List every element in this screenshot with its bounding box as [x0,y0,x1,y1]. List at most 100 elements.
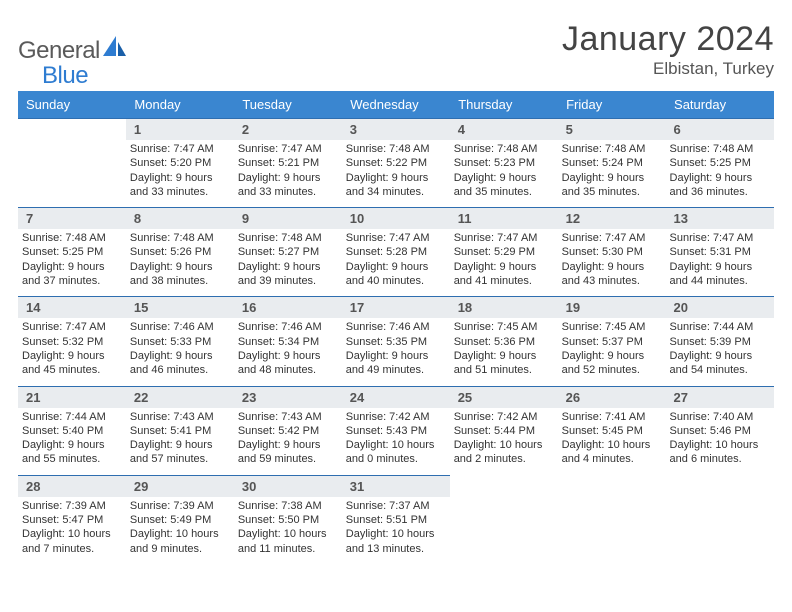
day-cell-info: Sunrise: 7:48 AMSunset: 5:24 PMDaylight:… [558,140,666,203]
sunset-text: Sunset: 5:43 PM [346,424,446,438]
day-cell-number: 3 [342,118,450,140]
daylight-text-2: and 9 minutes. [130,542,230,556]
dow-header: Friday [558,91,666,118]
day-number: 4 [450,118,558,140]
sunrise-text: Sunrise: 7:46 AM [238,320,338,334]
week-info-row: Sunrise: 7:47 AMSunset: 5:20 PMDaylight:… [18,140,774,203]
daylight-text-2: and 4 minutes. [562,452,662,466]
daylight-text-1: Daylight: 9 hours [22,349,122,363]
day-cell-number: 21 [18,386,126,408]
daylight-text-1: Daylight: 9 hours [130,349,230,363]
day-cell-info: Sunrise: 7:39 AMSunset: 5:47 PMDaylight:… [18,497,126,560]
sunset-text: Sunset: 5:29 PM [454,245,554,259]
day-cell-number [558,475,666,497]
day-info: Sunrise: 7:47 AMSunset: 5:32 PMDaylight:… [18,318,126,381]
day-number: 11 [450,207,558,229]
daylight-text-2: and 40 minutes. [346,274,446,288]
daylight-text-1: Daylight: 10 hours [346,527,446,541]
sunrise-text: Sunrise: 7:48 AM [670,142,770,156]
day-cell-number: 18 [450,296,558,318]
sunrise-text: Sunrise: 7:48 AM [130,231,230,245]
day-cell-number: 4 [450,118,558,140]
week-info-row: Sunrise: 7:44 AMSunset: 5:40 PMDaylight:… [18,408,774,471]
day-number: 18 [450,296,558,318]
sunrise-text: Sunrise: 7:38 AM [238,499,338,513]
day-cell-number [666,475,774,497]
day-info [666,497,774,557]
day-number: 23 [234,386,342,408]
sunset-text: Sunset: 5:35 PM [346,335,446,349]
day-cell-info: Sunrise: 7:48 AMSunset: 5:26 PMDaylight:… [126,229,234,292]
day-info: Sunrise: 7:46 AMSunset: 5:33 PMDaylight:… [126,318,234,381]
daylight-text-1: Daylight: 9 hours [130,260,230,274]
day-number [666,475,774,497]
sunset-text: Sunset: 5:33 PM [130,335,230,349]
daylight-text-1: Daylight: 9 hours [670,171,770,185]
daylight-text-1: Daylight: 9 hours [238,349,338,363]
day-info: Sunrise: 7:47 AMSunset: 5:28 PMDaylight:… [342,229,450,292]
day-info: Sunrise: 7:48 AMSunset: 5:22 PMDaylight:… [342,140,450,203]
day-cell-info [558,497,666,560]
day-cell-info: Sunrise: 7:47 AMSunset: 5:28 PMDaylight:… [342,229,450,292]
daylight-text-2: and 57 minutes. [130,452,230,466]
day-cell-info: Sunrise: 7:44 AMSunset: 5:39 PMDaylight:… [666,318,774,381]
dow-header: Thursday [450,91,558,118]
sunset-text: Sunset: 5:42 PM [238,424,338,438]
page-title: January 2024 [562,20,774,59]
day-number: 14 [18,296,126,318]
sunrise-text: Sunrise: 7:47 AM [238,142,338,156]
day-cell-number: 29 [126,475,234,497]
sunrise-text: Sunrise: 7:46 AM [346,320,446,334]
sunrise-text: Sunrise: 7:47 AM [130,142,230,156]
dow-header: Saturday [666,91,774,118]
header: General January 2024 Elbistan, Turkey [18,20,774,79]
dow-header: Tuesday [234,91,342,118]
sunrise-text: Sunrise: 7:43 AM [130,410,230,424]
day-cell-number: 13 [666,207,774,229]
daylight-text-1: Daylight: 9 hours [130,171,230,185]
day-info [450,497,558,557]
day-number [558,475,666,497]
daylight-text-1: Daylight: 9 hours [670,349,770,363]
week-daynum-row: 14151617181920 [18,296,774,318]
daylight-text-1: Daylight: 10 hours [130,527,230,541]
sunset-text: Sunset: 5:21 PM [238,156,338,170]
day-cell-number: 2 [234,118,342,140]
daylight-text-2: and 55 minutes. [22,452,122,466]
day-number: 12 [558,207,666,229]
day-cell-info: Sunrise: 7:48 AMSunset: 5:25 PMDaylight:… [666,140,774,203]
day-cell-number: 8 [126,207,234,229]
day-number: 17 [342,296,450,318]
title-block: January 2024 Elbistan, Turkey [562,20,774,79]
day-number: 10 [342,207,450,229]
day-number: 21 [18,386,126,408]
day-number: 28 [18,475,126,497]
sunrise-text: Sunrise: 7:47 AM [562,231,662,245]
sunset-text: Sunset: 5:22 PM [346,156,446,170]
day-cell-info: Sunrise: 7:45 AMSunset: 5:37 PMDaylight:… [558,318,666,381]
day-info: Sunrise: 7:37 AMSunset: 5:51 PMDaylight:… [342,497,450,560]
day-info: Sunrise: 7:48 AMSunset: 5:25 PMDaylight:… [18,229,126,292]
daylight-text-1: Daylight: 9 hours [238,438,338,452]
sunrise-text: Sunrise: 7:46 AM [130,320,230,334]
day-info: Sunrise: 7:47 AMSunset: 5:29 PMDaylight:… [450,229,558,292]
day-number: 5 [558,118,666,140]
sunrise-text: Sunrise: 7:45 AM [562,320,662,334]
sunset-text: Sunset: 5:47 PM [22,513,122,527]
daylight-text-1: Daylight: 9 hours [562,349,662,363]
sunrise-text: Sunrise: 7:47 AM [22,320,122,334]
day-cell-info: Sunrise: 7:44 AMSunset: 5:40 PMDaylight:… [18,408,126,471]
day-cell-number: 6 [666,118,774,140]
day-number: 9 [234,207,342,229]
day-info [558,497,666,557]
day-number: 13 [666,207,774,229]
daylight-text-2: and 51 minutes. [454,363,554,377]
page-subtitle: Elbistan, Turkey [562,59,774,79]
daylight-text-2: and 46 minutes. [130,363,230,377]
daylight-text-1: Daylight: 10 hours [238,527,338,541]
sunset-text: Sunset: 5:36 PM [454,335,554,349]
day-number: 19 [558,296,666,318]
sunrise-text: Sunrise: 7:44 AM [670,320,770,334]
sunset-text: Sunset: 5:20 PM [130,156,230,170]
daylight-text-1: Daylight: 9 hours [670,260,770,274]
